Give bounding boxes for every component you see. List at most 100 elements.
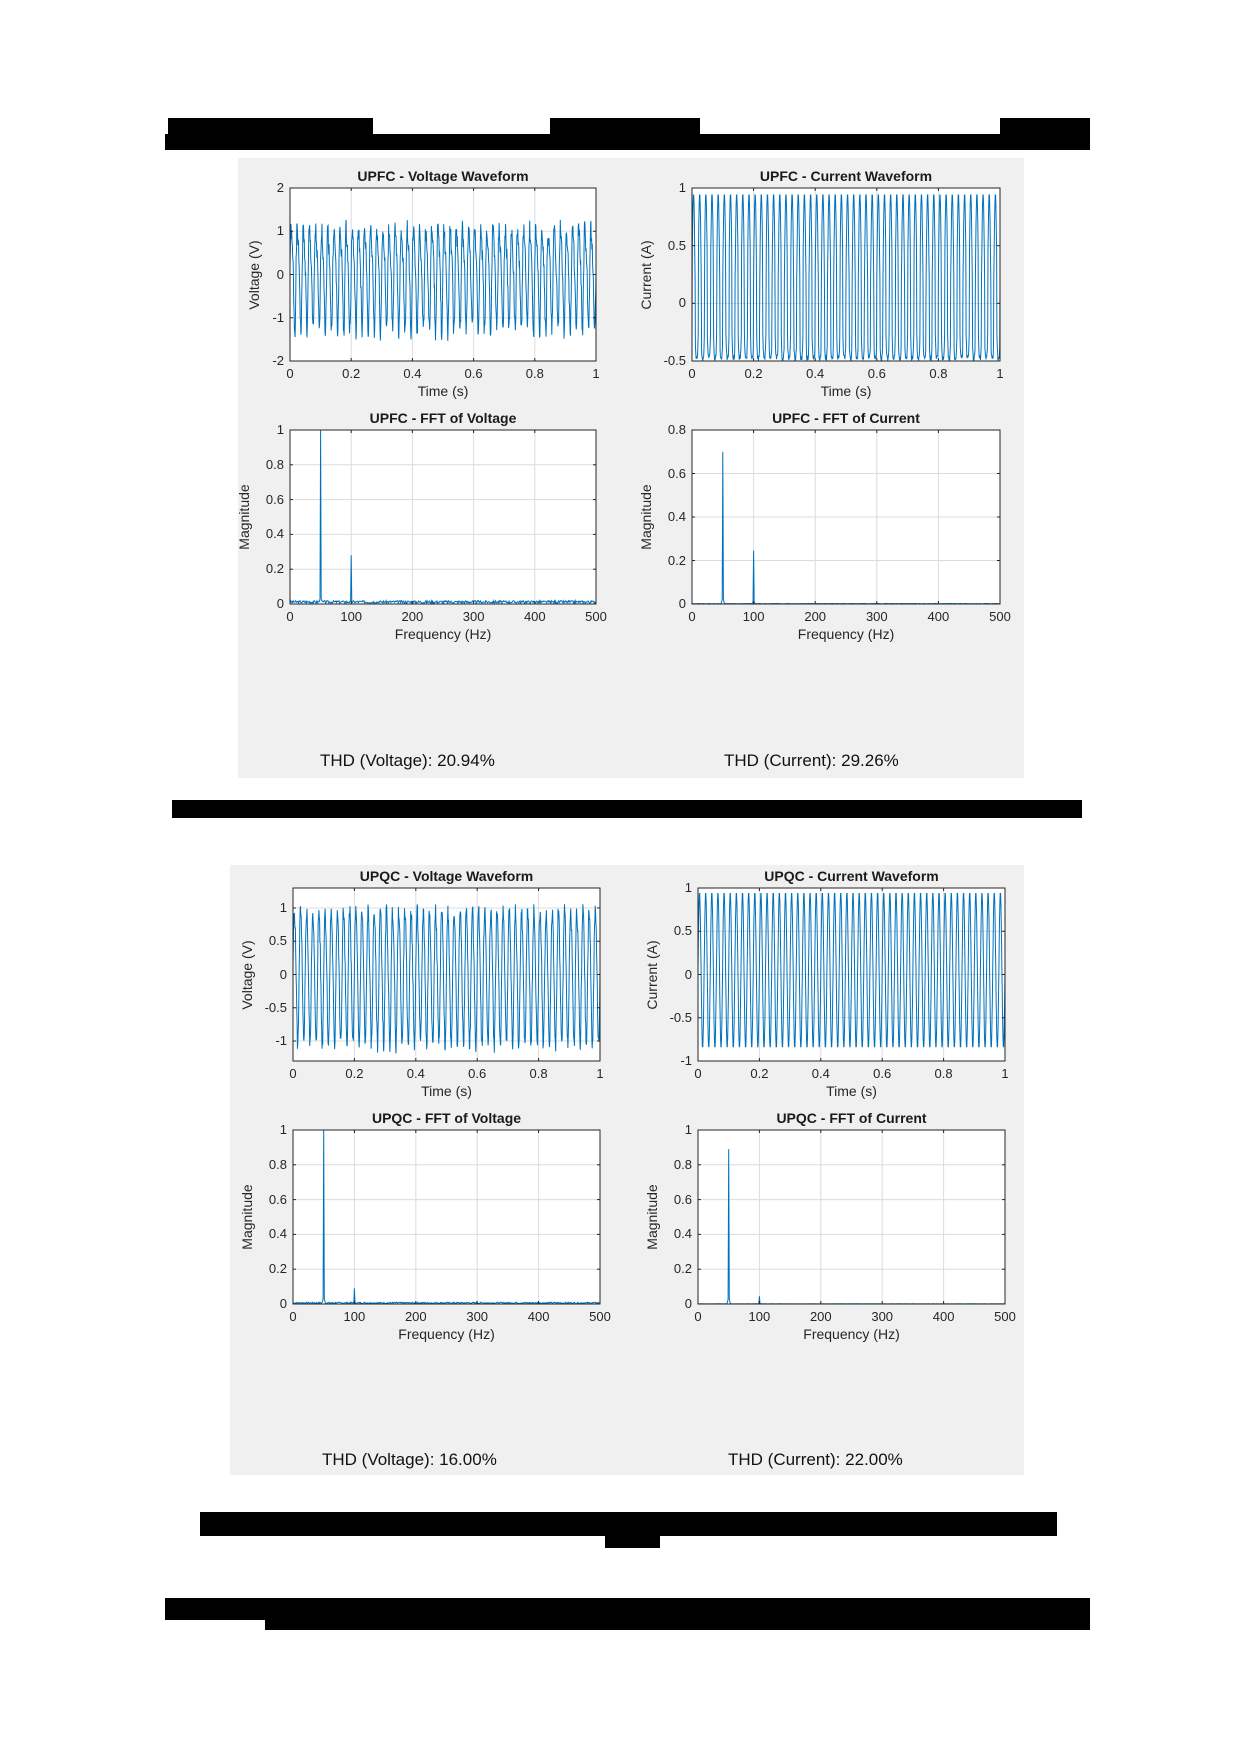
x-tick-label: 0.6 xyxy=(873,1066,892,1081)
upfc-current-fft xyxy=(691,429,1001,605)
x-tick-label: 500 xyxy=(994,1309,1016,1324)
y-tick-label: 0.4 xyxy=(268,1226,287,1242)
x-tick-label: 100 xyxy=(742,609,765,624)
y-tick-label: 0 xyxy=(684,966,692,982)
y-tick-label: 1 xyxy=(684,880,692,895)
y-tick-label: 0 xyxy=(684,1296,692,1311)
y-tick-label: 0 xyxy=(678,596,686,611)
data-line xyxy=(292,1129,601,1305)
y-tick-label: 0.8 xyxy=(268,1156,287,1172)
upfc-thd-voltage: THD (Voltage): 20.94% xyxy=(320,751,495,770)
y-tick-label: 0 xyxy=(276,266,284,282)
x-tick-label: 1 xyxy=(596,1066,604,1081)
y-tick-label: -1 xyxy=(272,309,284,325)
x-tick-label: 0 xyxy=(688,609,696,624)
upqc-voltage-fft xyxy=(292,1129,601,1305)
y-tick-label: -2 xyxy=(272,353,284,368)
redacted-header-middle xyxy=(550,118,700,136)
x-axis-label: Time (s) xyxy=(417,383,469,399)
y-tick-label: 0.5 xyxy=(667,237,686,253)
x-tick-label: 400 xyxy=(527,1309,550,1324)
chart-title: UPFC - FFT of Voltage xyxy=(369,410,517,426)
x-tick-label: 0.2 xyxy=(744,366,763,381)
chart-title: UPQC - Current Waveform xyxy=(764,868,939,884)
x-tick-label: 400 xyxy=(932,1309,955,1324)
x-tick-label: 200 xyxy=(404,1309,427,1324)
x-axis-label: Frequency (Hz) xyxy=(394,626,492,642)
x-tick-label: 1 xyxy=(592,366,600,381)
x-tick-label: 0.2 xyxy=(345,1066,364,1081)
upqc-thd-voltage: THD (Voltage): 16.00% xyxy=(322,1450,497,1469)
data-line xyxy=(289,219,597,341)
x-tick-label: 1 xyxy=(1001,1066,1009,1081)
x-tick-label: 0.8 xyxy=(934,1066,953,1081)
chart-title: UPQC - FFT of Voltage xyxy=(371,1110,522,1126)
redacted-caption-1 xyxy=(172,800,1082,818)
x-axis-label: Time (s) xyxy=(826,1083,877,1099)
redacted-caption-2 xyxy=(200,1512,1057,1536)
y-tick-label: 0.4 xyxy=(265,526,284,542)
y-tick-label: -0.5 xyxy=(264,999,287,1015)
x-tick-label: 0.8 xyxy=(529,1066,548,1081)
x-tick-label: 300 xyxy=(466,1309,489,1324)
y-axis-label: Magnitude xyxy=(239,1184,255,1250)
y-tick-label: 0.8 xyxy=(673,1156,692,1172)
x-tick-label: 0.6 xyxy=(464,366,483,381)
x-tick-label: 1 xyxy=(996,366,1004,381)
x-tick-label: 0 xyxy=(289,1309,297,1324)
y-tick-label: 0.6 xyxy=(265,491,284,507)
y-tick-label: 0 xyxy=(276,596,284,611)
y-axis-label: Magnitude xyxy=(638,484,654,550)
plot-area xyxy=(292,887,601,1062)
redacted-header-right xyxy=(1000,118,1090,136)
upqc-current-fft xyxy=(697,1129,1006,1305)
redacted-footer xyxy=(165,1598,1090,1620)
y-tick-label: 0.8 xyxy=(265,456,284,472)
plot-area xyxy=(691,187,1001,362)
y-tick-label: 0.5 xyxy=(268,933,287,949)
x-tick-label: 300 xyxy=(871,1309,894,1324)
x-tick-label: 0 xyxy=(694,1066,702,1081)
upqc-voltage-waveform xyxy=(292,887,601,1062)
plot-area xyxy=(292,1129,601,1305)
x-tick-label: 400 xyxy=(523,609,546,624)
plot-area xyxy=(289,429,597,606)
x-tick-label: 0.2 xyxy=(342,366,361,381)
x-tick-label: 0 xyxy=(289,1066,297,1081)
x-axis-label: Time (s) xyxy=(421,1083,472,1099)
y-tick-label: -0.5 xyxy=(663,353,686,368)
x-tick-label: 0.6 xyxy=(468,1066,487,1081)
x-tick-label: 100 xyxy=(748,1309,771,1324)
x-tick-label: 500 xyxy=(589,1309,611,1324)
y-axis-label: Voltage (V) xyxy=(246,239,262,310)
x-tick-label: 300 xyxy=(865,609,888,624)
x-axis-label: Frequency (Hz) xyxy=(803,1326,900,1342)
y-tick-label: 0.5 xyxy=(673,923,692,939)
x-tick-label: 0.4 xyxy=(806,366,825,381)
y-tick-label: 0.2 xyxy=(268,1261,287,1277)
y-tick-label: 0.4 xyxy=(673,1226,692,1242)
upqc-thd-current: THD (Current): 22.00% xyxy=(728,1450,903,1469)
x-tick-label: 300 xyxy=(462,609,485,624)
x-tick-label: 0.6 xyxy=(867,366,886,381)
y-tick-label: 0 xyxy=(279,966,287,982)
y-tick-label: 0.2 xyxy=(667,552,686,568)
x-axis-label: Frequency (Hz) xyxy=(398,1326,495,1342)
redacted-header xyxy=(165,134,1090,150)
chart-title: UPQC - Voltage Waveform xyxy=(359,868,534,884)
x-tick-label: 100 xyxy=(343,1309,366,1324)
y-tick-label: 0.6 xyxy=(268,1191,287,1207)
y-tick-label: 0.6 xyxy=(673,1191,692,1207)
data-line xyxy=(289,429,597,606)
y-tick-label: 1 xyxy=(276,422,284,437)
x-tick-label: 0.4 xyxy=(406,1066,425,1081)
y-tick-label: 0.2 xyxy=(265,561,284,577)
x-tick-label: 200 xyxy=(804,609,827,624)
y-tick-label: 1 xyxy=(678,180,686,195)
x-tick-label: 400 xyxy=(927,609,950,624)
y-tick-label: -0.5 xyxy=(669,1009,692,1025)
x-axis-label: Time (s) xyxy=(820,383,872,399)
y-tick-label: -1 xyxy=(680,1053,692,1068)
y-tick-label: 1 xyxy=(276,223,284,239)
y-tick-label: 1 xyxy=(279,899,287,915)
